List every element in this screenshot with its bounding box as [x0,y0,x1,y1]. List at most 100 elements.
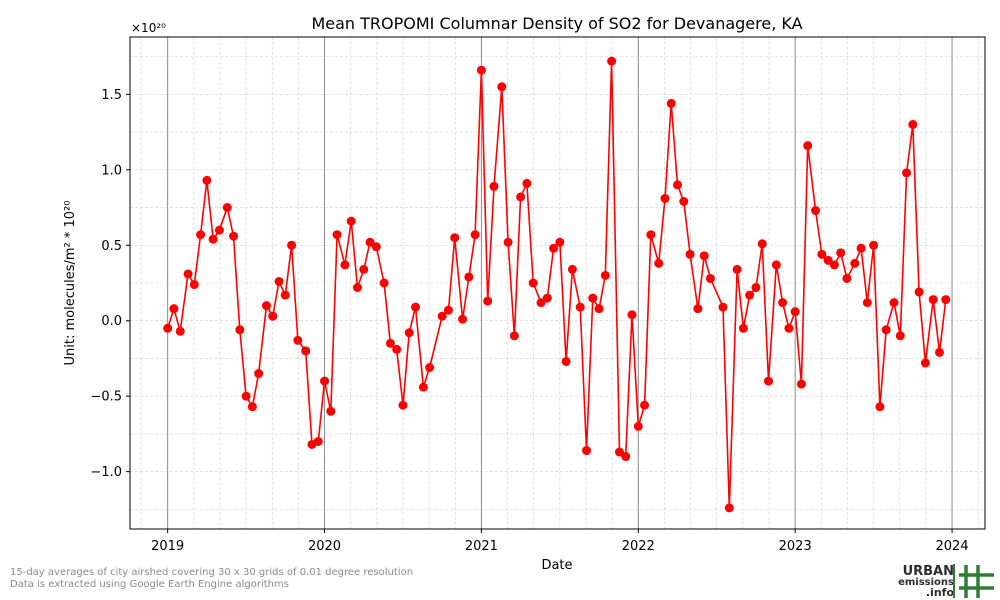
data-point [280,290,290,300]
data-point [346,216,356,226]
y-axis-label: Unit: molecules/m² * 10²⁰ [63,201,78,366]
data-point [183,269,193,279]
x-tick-label: 2020 [308,539,341,554]
x-tick-label: 2022 [622,539,655,554]
logo-text-info: .info [925,586,954,599]
data-point [214,225,224,235]
footnote-line-1: 15-day averages of city airshed covering… [10,567,414,578]
data-point [536,298,546,308]
data-point [222,203,232,213]
data-point [301,346,311,356]
data-point [542,293,552,303]
data-point [175,326,185,336]
data-point [268,311,278,321]
y-tick-label: 0.5 [101,239,122,254]
data-point [320,376,330,386]
data-point [941,295,951,305]
data-point [392,344,402,354]
data-point [902,168,912,178]
data-point [332,230,342,240]
footnote-line-2: Data is extracted using Google Earth Eng… [10,579,289,590]
data-point [633,421,643,431]
data-point [627,310,637,320]
data-point [778,298,788,308]
data-point [862,298,872,308]
data-point [600,270,610,280]
data-point [764,376,774,386]
data-point [784,323,794,333]
axis-ticks: −1.0 −0.5 0.0 0.5 1.0 1.5 2019 2020 2021 2022 2023… [90,88,968,554]
data-point [274,276,284,286]
data-point [693,304,703,314]
data-point [654,258,664,268]
y-tick-label: −0.5 [90,390,122,405]
data-point [920,358,930,368]
data-point [326,406,336,416]
y-tick-label: 0.0 [101,314,122,329]
data-point [425,363,435,373]
data-point [673,180,683,190]
data-point [340,260,350,270]
data-point [379,278,389,288]
urban-emissions-logo: URBAN emissions .info [898,562,1000,600]
data-point [561,356,571,366]
data-point [621,452,631,462]
data-point [352,283,362,293]
data-point [679,197,689,207]
data-point [287,240,297,250]
data-point [398,400,408,410]
data-point [555,237,565,247]
x-tick-label: 2023 [779,539,812,554]
data-point [497,82,507,92]
data-point [443,305,453,315]
plot-frame [129,36,986,530]
grid-logo-icon [953,564,994,598]
data-point [588,293,598,303]
data-point [850,258,860,268]
x-tick-label: 2021 [465,539,498,554]
data-point [509,331,519,341]
data-point [489,181,499,191]
data-point [745,290,755,300]
data-point [235,325,245,335]
data-point [771,260,781,270]
data-point [757,239,767,249]
data-point [464,272,474,282]
x-axis-label: Date [541,558,572,573]
data-point [724,503,734,513]
data-point [549,243,559,253]
data-point [575,302,585,312]
data-point [817,249,827,259]
data-point [359,264,369,274]
data-point [666,98,676,108]
data-point [196,230,206,240]
data-point [660,193,670,203]
data-point [875,402,885,412]
y-tick-label: 1.5 [101,88,122,103]
grid [130,37,985,529]
data-point [842,273,852,283]
data-point [516,192,526,202]
data-point [914,287,924,297]
data-point [418,382,428,392]
data-point [241,391,251,401]
data-point [829,260,839,270]
data-point [685,249,695,259]
data-point [732,264,742,274]
data-point [646,230,656,240]
data-point [823,255,833,265]
chart-title: Mean TROPOMI Columnar Density of SO2 for… [311,14,802,33]
data-point [607,56,617,66]
data-point [293,335,303,345]
data-point [582,446,592,456]
data-point [908,120,918,130]
data-point [483,296,493,306]
data-point [889,298,899,308]
data-point [699,251,709,261]
data-point [528,278,538,288]
data-point [437,311,447,321]
data-point [856,243,866,253]
data-point [790,307,800,317]
data-point [935,347,945,357]
data-point [594,304,604,314]
